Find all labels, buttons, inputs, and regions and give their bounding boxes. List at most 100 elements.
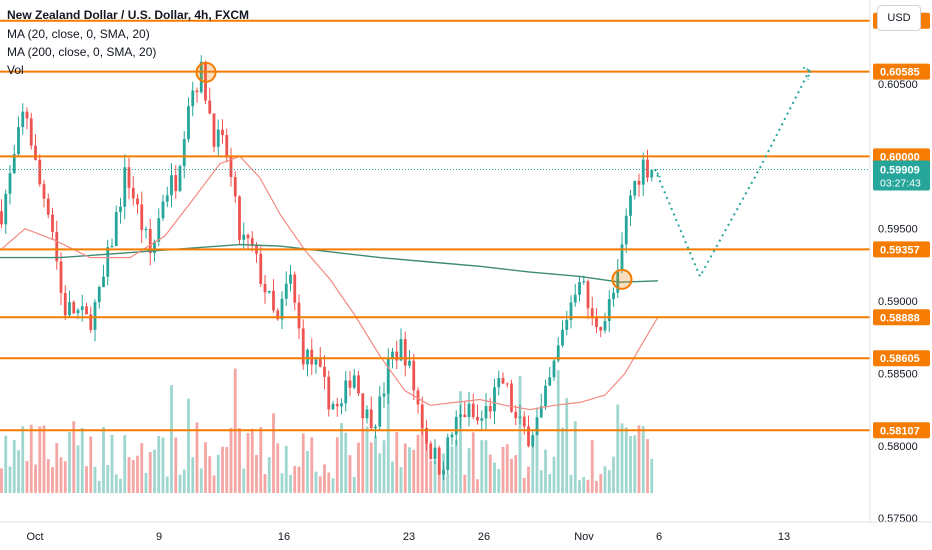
volume-bar — [42, 425, 46, 493]
candle-body — [578, 282, 581, 295]
volume-bar — [544, 449, 547, 493]
candle-body — [212, 113, 216, 147]
volume-bar — [501, 446, 505, 493]
volume-bar — [573, 421, 577, 493]
volume-bar — [85, 466, 88, 493]
volume-bar — [157, 435, 161, 493]
candle-body — [187, 106, 190, 140]
volume-bar — [93, 466, 97, 493]
volume-bar — [391, 461, 394, 493]
volume-bar — [510, 458, 513, 493]
candle-body — [340, 403, 343, 407]
candle-body — [603, 320, 607, 331]
volume-bar — [357, 442, 360, 493]
candle-body — [420, 404, 424, 428]
candle-body — [586, 281, 590, 309]
candle-body — [352, 375, 356, 388]
level-label-bg — [873, 309, 930, 326]
candle-body — [85, 306, 88, 315]
volume-bar — [114, 474, 118, 493]
volume-bar — [280, 473, 284, 493]
candle-body — [641, 159, 645, 185]
currency-button[interactable]: USD — [877, 5, 921, 31]
volume-bar — [514, 455, 518, 493]
level-label: 0.60585 — [880, 67, 920, 79]
time-axis-bg — [0, 523, 932, 550]
volume-bar — [607, 470, 611, 493]
candle-body — [454, 416, 458, 435]
volume-bar — [263, 474, 267, 493]
volume-bar — [505, 444, 509, 493]
candle-body — [208, 100, 212, 114]
volume-bar — [595, 480, 598, 493]
y-tick-label: 0.59000 — [878, 296, 918, 308]
candle-body — [590, 308, 594, 317]
volume-bar — [616, 404, 620, 493]
volume-bar — [127, 457, 131, 493]
volume-bar — [633, 435, 637, 493]
candle-body — [488, 406, 492, 412]
ma200-legend: MA (200, close, 0, SMA, 20) — [7, 45, 157, 59]
volume-bar — [250, 428, 254, 493]
candle-body — [250, 238, 254, 246]
candle-body — [97, 287, 101, 303]
candle-body — [12, 154, 16, 174]
level-label-bg — [873, 422, 930, 439]
x-tick-labels: Oct 9 16 23 26 Nov 6 13 — [26, 531, 790, 543]
candle-body — [323, 366, 326, 377]
volume-bar — [8, 466, 12, 493]
candle-body — [437, 447, 441, 475]
candle-body — [582, 281, 586, 283]
candle-body — [561, 329, 564, 346]
candle-body — [548, 377, 552, 386]
candle-body — [348, 380, 352, 388]
candle-body — [408, 360, 411, 366]
candle-body — [459, 414, 462, 417]
candle-body — [484, 406, 488, 419]
volume-bar — [412, 449, 416, 493]
level-label: 0.58605 — [880, 353, 920, 365]
volume-bar — [148, 452, 152, 493]
candle-body — [480, 418, 484, 421]
candle-body — [552, 360, 556, 378]
candle-body — [595, 316, 598, 328]
volume-bar — [110, 434, 114, 493]
x-tick-label: Nov — [574, 531, 594, 543]
volume-bar — [38, 426, 42, 493]
volume-bar — [548, 474, 552, 493]
volume-bar — [382, 440, 386, 493]
candle-body — [280, 298, 284, 320]
volume-bar — [344, 432, 348, 493]
volume-bar — [335, 437, 339, 493]
volume-bar — [136, 455, 139, 493]
candle-body — [80, 306, 84, 310]
volume-bar — [425, 442, 428, 493]
volume-bar — [144, 472, 148, 493]
candle-body — [46, 198, 50, 215]
candle-body — [191, 90, 195, 107]
candle-body — [216, 129, 220, 147]
volume-bar — [637, 425, 641, 493]
volume-bar — [318, 476, 322, 493]
volume-bar — [284, 445, 288, 493]
x-tick-label: 23 — [403, 531, 415, 543]
candle-body — [365, 409, 369, 419]
highlight-circle — [195, 61, 217, 83]
volume-bar — [429, 460, 433, 493]
candle-body — [276, 310, 280, 320]
candle-body — [331, 403, 335, 410]
volume-bar — [459, 391, 462, 493]
candle-body — [127, 167, 131, 188]
candle-body — [114, 212, 118, 246]
candle-body — [233, 177, 237, 197]
ma20-legend: MA (20, close, 0, SMA, 20) — [7, 27, 150, 41]
candle-body — [374, 426, 377, 429]
candle-body — [110, 245, 114, 248]
x-tick-label: 26 — [478, 531, 490, 543]
volume-bar — [650, 458, 654, 493]
volume-bar — [17, 450, 20, 493]
candle-body — [310, 349, 314, 365]
volume-bar — [493, 462, 496, 493]
volume-bars — [0, 368, 654, 493]
